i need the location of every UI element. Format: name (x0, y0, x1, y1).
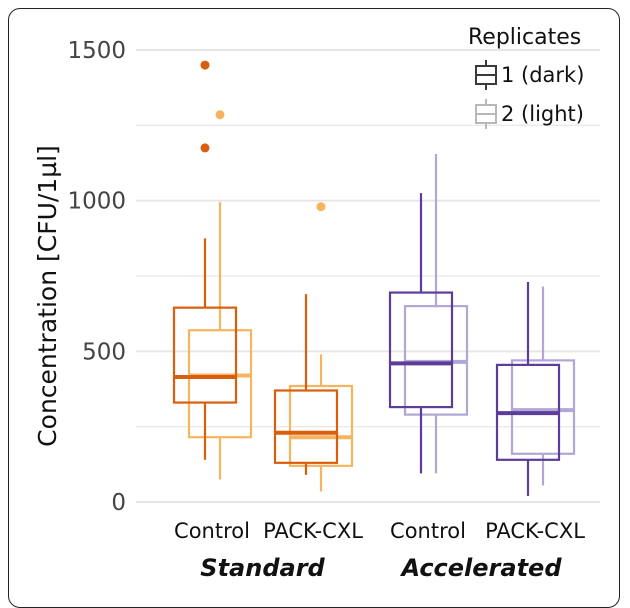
group-labels: Standard Accelerated (200, 554, 562, 582)
y-tick-label: 1500 (67, 38, 126, 64)
iqr-box (172, 306, 238, 404)
grid-lines (136, 49, 600, 503)
outlier-point (200, 60, 210, 70)
iqr-box (187, 329, 253, 439)
box-accelerated-control-rep1 (388, 193, 454, 474)
outlier-point (316, 202, 326, 212)
box-standard-pack-cxl-rep2 (288, 202, 354, 492)
category-label: Control (390, 519, 466, 543)
iqr-box (388, 291, 454, 409)
box-standard-control-rep2 (187, 110, 253, 480)
legend-label: 2 (light) (501, 102, 584, 126)
legend-entry: 2 (light) (475, 99, 584, 129)
y-axis-label: Concentration [CFU/1µl] (33, 145, 62, 447)
box-series (172, 60, 576, 496)
outlier-point (200, 143, 210, 153)
box-accelerated-pack-cxl-rep2 (510, 286, 576, 486)
legend: Replicates 1 (dark) 2 (light) (468, 25, 584, 129)
category-label: PACK-CXL (263, 519, 363, 543)
y-tick-label: 1000 (67, 189, 126, 215)
group-label: Accelerated (399, 554, 562, 582)
box-accelerated-control-rep2 (403, 153, 469, 474)
category-label: PACK-CXL (485, 519, 585, 543)
category-label: Control (174, 519, 250, 543)
y-tick-labels: 0 500 1000 1500 (67, 38, 126, 516)
chart-frame (8, 8, 620, 608)
iqr-box (288, 384, 354, 467)
y-tick-label: 0 (111, 490, 126, 516)
group-label: Standard (200, 554, 325, 582)
box-accelerated-pack-cxl-rep1 (495, 282, 561, 496)
legend-entry: 1 (dark) (475, 60, 584, 90)
category-labels: Control PACK-CXL Control PACK-CXL (174, 519, 585, 543)
legend-title: Replicates (468, 25, 581, 50)
box-standard-pack-cxl-rep1 (273, 294, 339, 475)
iqr-box (510, 359, 576, 455)
iqr-box (273, 389, 339, 464)
boxplot-chart: 0 500 1000 1500 Concentration [CFU/1µl] Con… (33, 25, 600, 582)
outlier-point (215, 110, 225, 120)
y-tick-label: 500 (82, 339, 126, 365)
box-standard-control-rep1 (172, 60, 238, 460)
legend-label: 1 (dark) (501, 63, 584, 87)
